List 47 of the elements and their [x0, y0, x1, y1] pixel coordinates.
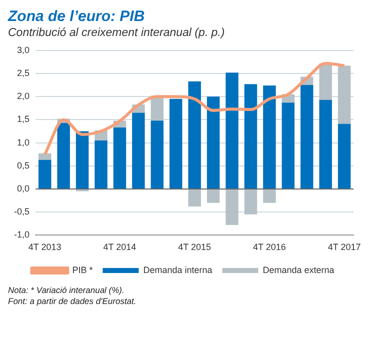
bar	[226, 72, 238, 188]
legend-label: Demanda externa	[262, 264, 334, 275]
bar	[244, 84, 258, 188]
bar	[206, 190, 220, 203]
chart-title: Zona de l’euro: PIB	[8, 8, 146, 25]
text: Font: a partir de dades d'Eurostat.	[8, 296, 138, 307]
bar	[150, 120, 164, 188]
line-series	[43, 62, 346, 156]
bar	[76, 131, 89, 188]
legend-label: PIB *	[72, 264, 94, 275]
bar	[94, 140, 108, 188]
bar	[263, 86, 276, 188]
bar	[319, 100, 332, 188]
y-tick-label: -1,0	[14, 230, 30, 240]
y-tick-label: 0,5	[16, 160, 30, 170]
bar	[263, 190, 276, 203]
x-tick-label: 4T 2017	[328, 242, 361, 252]
bar	[38, 153, 52, 160]
bar	[188, 81, 201, 188]
bar	[170, 98, 182, 188]
y-tick-label: 0,0	[16, 183, 30, 194]
y-tick-label: 3,0	[16, 44, 30, 55]
text: Nota: * Variació interanual (%).	[8, 285, 126, 296]
bar	[188, 190, 201, 207]
y-tick-label: 2,0	[16, 91, 30, 102]
y-tick-label: 1,0	[16, 137, 30, 148]
legend-label: Demanda interna	[143, 264, 212, 275]
x-tick-label: 4T 2015	[178, 242, 212, 252]
bar	[132, 112, 145, 188]
bar	[300, 85, 314, 188]
bar	[338, 124, 351, 188]
bar	[206, 96, 220, 188]
y-tick-label: -0,5	[14, 206, 30, 217]
y-tick-label: 1,5	[16, 114, 30, 124]
y-tick-label: 2,5	[16, 68, 30, 78]
bar	[319, 63, 332, 100]
x-tick-label: 4T 2016	[253, 242, 286, 252]
bar	[226, 190, 238, 226]
bar	[338, 66, 351, 124]
bar	[57, 122, 70, 188]
bar	[244, 190, 258, 214]
bar	[282, 102, 295, 188]
bar	[113, 128, 126, 188]
chart-subtitle: Contribució al creixement interanual (p. p.)	[8, 27, 226, 39]
x-tick-label: 4T 2013	[28, 242, 62, 252]
x-tick-label: 4T 2014	[103, 242, 136, 252]
bar	[38, 160, 52, 188]
